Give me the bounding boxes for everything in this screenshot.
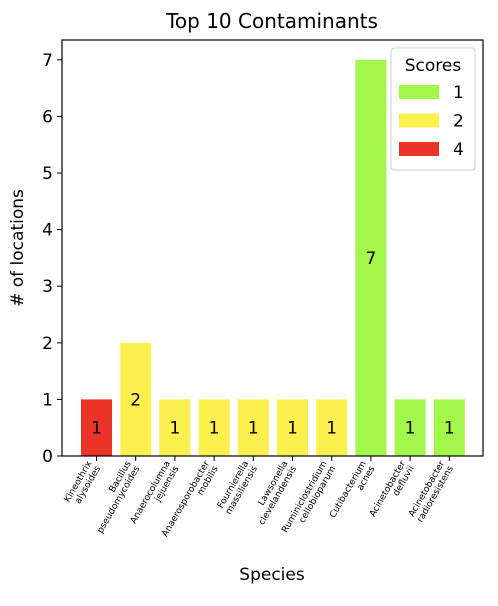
y-tick-label: 1 (42, 390, 53, 410)
bar-value-label: 1 (405, 419, 416, 439)
bar (316, 399, 348, 456)
legend: Scores 1 2 4 (390, 47, 476, 171)
legend-swatch (399, 142, 439, 156)
bar (237, 399, 269, 456)
bar (120, 342, 152, 456)
plot-area: 1 2 1 1 1 1 1 7 1 1 (81, 59, 465, 457)
y-tick-label: 3 (42, 277, 53, 297)
x-axis-label: Species (239, 565, 305, 585)
bar-value-label: 1 (444, 419, 455, 439)
legend-swatch (399, 85, 439, 99)
bar (277, 399, 308, 456)
legend-frame (390, 47, 476, 171)
y-tick-label: 2 (42, 334, 53, 354)
y-axis: 0 1 2 3 4 5 6 7 (42, 51, 62, 467)
bar (198, 399, 230, 456)
y-tick-label: 5 (42, 164, 53, 184)
y-tick-label: 0 (42, 447, 53, 467)
bar (433, 399, 465, 456)
y-axis-label: # of locations (8, 189, 28, 307)
bar-value-label: 2 (130, 390, 141, 410)
bar (355, 59, 387, 457)
legend-swatch (399, 113, 439, 128)
bar (81, 399, 112, 456)
legend-label: 1 (453, 83, 464, 103)
bar-value-label: 1 (326, 419, 337, 439)
legend-label: 2 (453, 112, 464, 132)
chart-title: Top 10 Contaminants (165, 9, 378, 33)
legend-label: 4 (453, 140, 464, 160)
bar-value-label: 7 (365, 249, 376, 269)
y-tick-label: 4 (42, 221, 53, 241)
bar-value-label: 1 (248, 419, 259, 439)
bar-value-label: 1 (287, 419, 298, 439)
legend-title: Scores (405, 56, 462, 76)
bar (159, 399, 191, 456)
bar (394, 399, 426, 456)
bar-value-label: 1 (91, 419, 102, 439)
bar-value-label: 1 (209, 419, 220, 439)
y-tick-label: 7 (42, 51, 53, 71)
bar-value-label: 1 (169, 419, 180, 439)
plot-frame (61, 39, 484, 457)
y-tick-label: 6 (42, 107, 53, 127)
